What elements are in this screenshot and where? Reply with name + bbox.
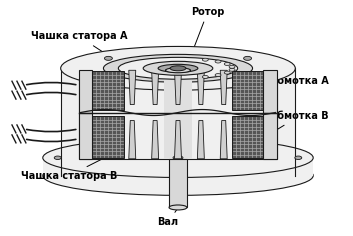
Polygon shape (92, 71, 124, 110)
Polygon shape (61, 68, 295, 181)
Text: Чашка статора В: Чашка статора В (21, 152, 117, 181)
Ellipse shape (229, 65, 235, 68)
Polygon shape (43, 158, 313, 176)
Polygon shape (174, 70, 181, 105)
Polygon shape (197, 121, 204, 159)
Polygon shape (79, 70, 277, 159)
Ellipse shape (104, 56, 112, 60)
Polygon shape (263, 113, 277, 159)
Polygon shape (92, 115, 124, 158)
Ellipse shape (61, 46, 295, 90)
Ellipse shape (173, 156, 183, 160)
Ellipse shape (43, 156, 313, 195)
Text: Чашка статора А: Чашка статора А (31, 31, 127, 63)
Text: Вал: Вал (157, 204, 181, 228)
Ellipse shape (43, 138, 313, 177)
Polygon shape (169, 159, 187, 207)
Polygon shape (129, 121, 136, 159)
Ellipse shape (244, 56, 252, 60)
Ellipse shape (224, 71, 230, 74)
Polygon shape (197, 70, 204, 105)
Polygon shape (174, 121, 181, 159)
Ellipse shape (143, 61, 213, 75)
Ellipse shape (118, 57, 238, 79)
Polygon shape (263, 70, 277, 113)
Polygon shape (220, 121, 227, 159)
Ellipse shape (104, 76, 112, 80)
Polygon shape (152, 70, 158, 105)
Polygon shape (152, 121, 158, 159)
Ellipse shape (215, 60, 221, 63)
Ellipse shape (229, 68, 235, 71)
Ellipse shape (166, 68, 191, 73)
Ellipse shape (224, 63, 230, 65)
Polygon shape (232, 71, 263, 110)
Polygon shape (220, 70, 227, 105)
Polygon shape (232, 115, 263, 158)
Ellipse shape (103, 54, 252, 82)
Text: Обмотка А: Обмотка А (267, 76, 329, 91)
Text: Ротор: Ротор (189, 7, 225, 60)
Ellipse shape (244, 76, 252, 80)
Ellipse shape (169, 205, 187, 210)
Ellipse shape (215, 74, 221, 76)
Ellipse shape (170, 66, 186, 71)
Polygon shape (79, 113, 92, 159)
Ellipse shape (202, 58, 208, 61)
Ellipse shape (295, 156, 302, 160)
Ellipse shape (202, 76, 208, 78)
Polygon shape (164, 70, 192, 159)
Polygon shape (129, 70, 136, 105)
Text: Обмотка В: Обмотка В (269, 111, 329, 135)
Ellipse shape (158, 64, 198, 72)
Ellipse shape (54, 156, 61, 160)
Polygon shape (79, 70, 92, 113)
